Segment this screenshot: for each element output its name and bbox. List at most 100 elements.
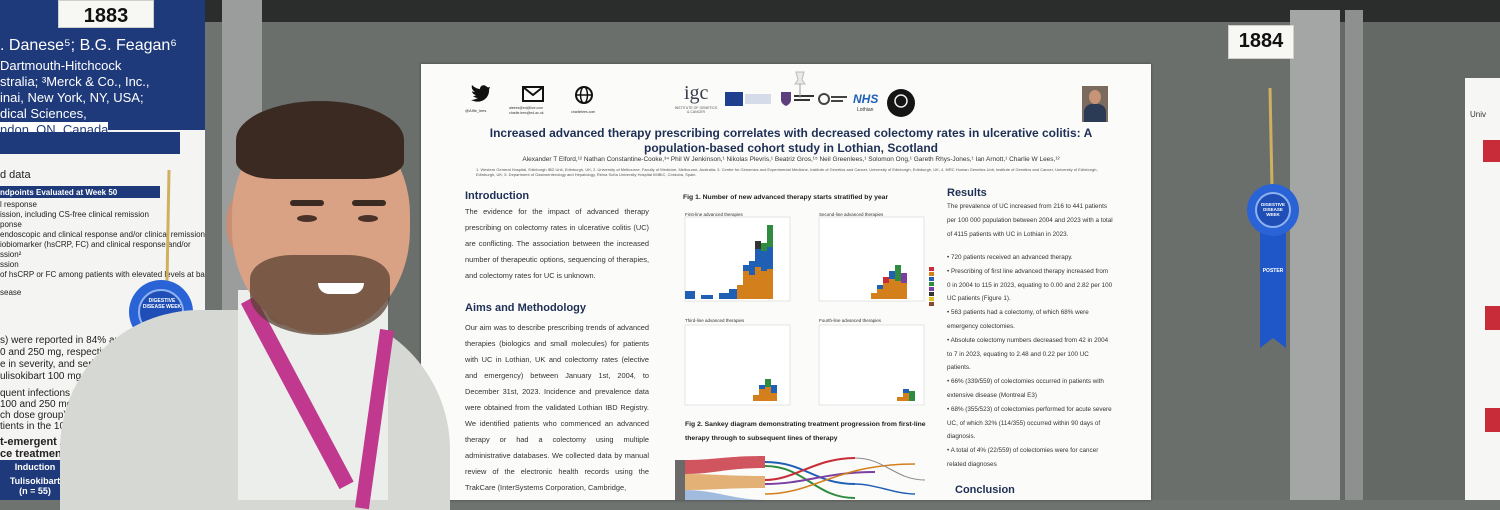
right-ribbon-icon [1247, 88, 1299, 348]
mrc-logo [725, 92, 743, 106]
right-ribbon-label: POSTER [1262, 268, 1284, 274]
left-poster-affil-1: Dartmouth-Hitchcock [0, 58, 122, 73]
results-bullet: • 68% (355/523) of colectomies performed… [947, 405, 1112, 441]
results-heading: Results [947, 187, 987, 199]
poster-affiliations: 1. Western General Hospital, Edinburgh I… [476, 167, 1098, 177]
nhs-logo: NHS [853, 92, 879, 106]
left-poster-affil-3: inai, New York, NY, USA; [0, 90, 144, 105]
author-photo [1082, 86, 1108, 122]
university-crest-icon [781, 92, 814, 106]
pushpin-icon [794, 71, 806, 98]
fig1-panel-1-title: First-line advanced therapies [685, 212, 743, 217]
fig1-panel-3-title: Third-line advanced therapies [685, 318, 745, 323]
left-poster-endpoint-list: l response ission, including CS-free cli… [0, 200, 205, 298]
left-ribbon-text: DIGESTIVE DISEASE WEEK [142, 298, 182, 310]
right-poster-red-block [1485, 408, 1500, 432]
results-bullet: • Absolute colectomy numbers decreased f… [947, 336, 1109, 372]
fig1-panel-2-title: Second-line advanced therapies [819, 212, 884, 217]
endpoint-line: iobiomarker (hsCRP, FC) and clinical res… [0, 240, 191, 249]
fig1-panel-3-bars [753, 379, 777, 401]
right-poster-red-block [1485, 306, 1500, 330]
right-ribbon-text: DIGESTIVE DISEASE WEEK [1260, 202, 1285, 217]
endpoint-line: ponse [0, 220, 22, 229]
person-right-eye [358, 215, 378, 222]
sankey-flow [685, 474, 765, 490]
email-text: aleees@ed@live.com charlie.lees@ed.ac.uk [509, 106, 544, 116]
partner-logo [745, 94, 771, 104]
sankey-flow [764, 461, 856, 485]
endpoint-line: l response [0, 200, 37, 209]
endpoint-line: ssion [0, 260, 19, 269]
fig1-panel-2-bars [871, 265, 907, 299]
table-drug-label: Tulisokibart [9, 476, 61, 486]
sankey-flow [764, 457, 856, 481]
person-left-eye [297, 215, 317, 222]
right-poster-red-block [1483, 140, 1500, 162]
sankey-flow [854, 457, 926, 481]
sankey-node [675, 460, 685, 500]
ceiling [0, 0, 1500, 22]
result-line: s) were reported in 84% and 83% of [0, 335, 160, 346]
results-bullets: • 720 patients received an advanced ther… [947, 251, 1113, 472]
left-poster-endpoints-bar [0, 186, 160, 198]
sankey-flow [854, 483, 916, 495]
right-poster: Univ [1465, 78, 1500, 500]
endpoint-line: endoscopic and clinical response and/or … [0, 230, 205, 239]
person-left-brow [290, 200, 324, 206]
sankey-flow [764, 471, 876, 485]
fig2-caption: Fig 2. Sankey diagram demonstrating trea… [685, 421, 926, 442]
person-beard [250, 255, 390, 335]
infection-line: tients in the 100 and 250 m [0, 421, 121, 432]
society-seal-icon [887, 89, 915, 117]
fig2-sankey [675, 456, 926, 500]
globe-icon [575, 86, 593, 104]
result-line: e in severity, and serious AEs (SAEs) [0, 359, 165, 370]
author-photo-face [1089, 90, 1101, 104]
results-intro: The prevalence of UC increased from 216 … [947, 203, 1113, 238]
web-address: charlielees.com [571, 110, 596, 114]
table-head-label: Induction [14, 462, 56, 472]
person-hair [236, 101, 404, 179]
results-bullet: • A total of 4% (22/559) of colectomies … [947, 447, 1099, 468]
fig1-legend [929, 267, 934, 306]
main-poster: @Alfie_lees aleees@ed@live.com charlie.l… [421, 64, 1151, 500]
results-bullet: • Prescribing of first line advanced the… [947, 267, 1113, 303]
left-poster-section-label: d data [0, 169, 31, 181]
aims-heading: Aims and Methodology [465, 302, 586, 314]
right-poster-text: Univ [1470, 110, 1487, 119]
results-bullet: • 720 patients received an advanced ther… [947, 254, 1073, 261]
endpoint-line: ssion² [0, 250, 22, 259]
author-photo-suit [1084, 104, 1106, 122]
igc-logo-sub: INSTITUTE OF GENETICS & CANCER [674, 106, 718, 114]
left-poster-table-caption: t-emergent AEs du [0, 436, 98, 448]
aims-text: Our aim was to describe prescribing tren… [465, 323, 649, 492]
email-line: aleees@ed@live.com [509, 106, 544, 110]
fig1-bar-panels [684, 216, 934, 406]
left-poster-table-head: Induction Tulisokibart (n = 55) [0, 460, 70, 500]
sankey-flow [685, 456, 765, 474]
fig1-panel-2-frame [818, 216, 925, 302]
twitter-icon [471, 85, 490, 102]
person-right-brow [352, 200, 386, 206]
fig1-panel-1-bars [685, 225, 773, 299]
email-icon [522, 86, 544, 102]
result-line: 0 and 250 mg, respectively (Table 2) [0, 347, 162, 358]
twitter-handle: @Alfie_lees [465, 108, 487, 113]
poster-authors: Alexander T Elford,¹² Nathan Constantine… [522, 156, 1060, 163]
fig1-panel-4-bars [897, 389, 915, 401]
endpoint-line: of hsCRP or FC among patients with eleva… [0, 270, 205, 279]
board-number-1884: 1884 [1228, 25, 1294, 59]
igc-logo: igc [684, 82, 709, 104]
intro-heading: Introduction [465, 190, 530, 202]
conclusion-heading: Conclusion [955, 484, 1015, 496]
left-poster-affil-2: stralia; ³Merck & Co., Inc., [0, 74, 150, 89]
sankey-flow [685, 490, 765, 500]
board-frame-middle [1290, 10, 1340, 500]
endpoint-line: sease [0, 288, 22, 297]
endpoint-line: ission, including CS-free clinical remis… [0, 210, 149, 219]
left-poster-section-bar [0, 132, 180, 154]
poster-title: Increased advanced therapy prescribing c… [489, 126, 1093, 155]
intro-text: The evidence for the impact of advanced … [465, 207, 649, 280]
sankey-flow [764, 465, 856, 499]
board-frame-right [1345, 10, 1363, 500]
